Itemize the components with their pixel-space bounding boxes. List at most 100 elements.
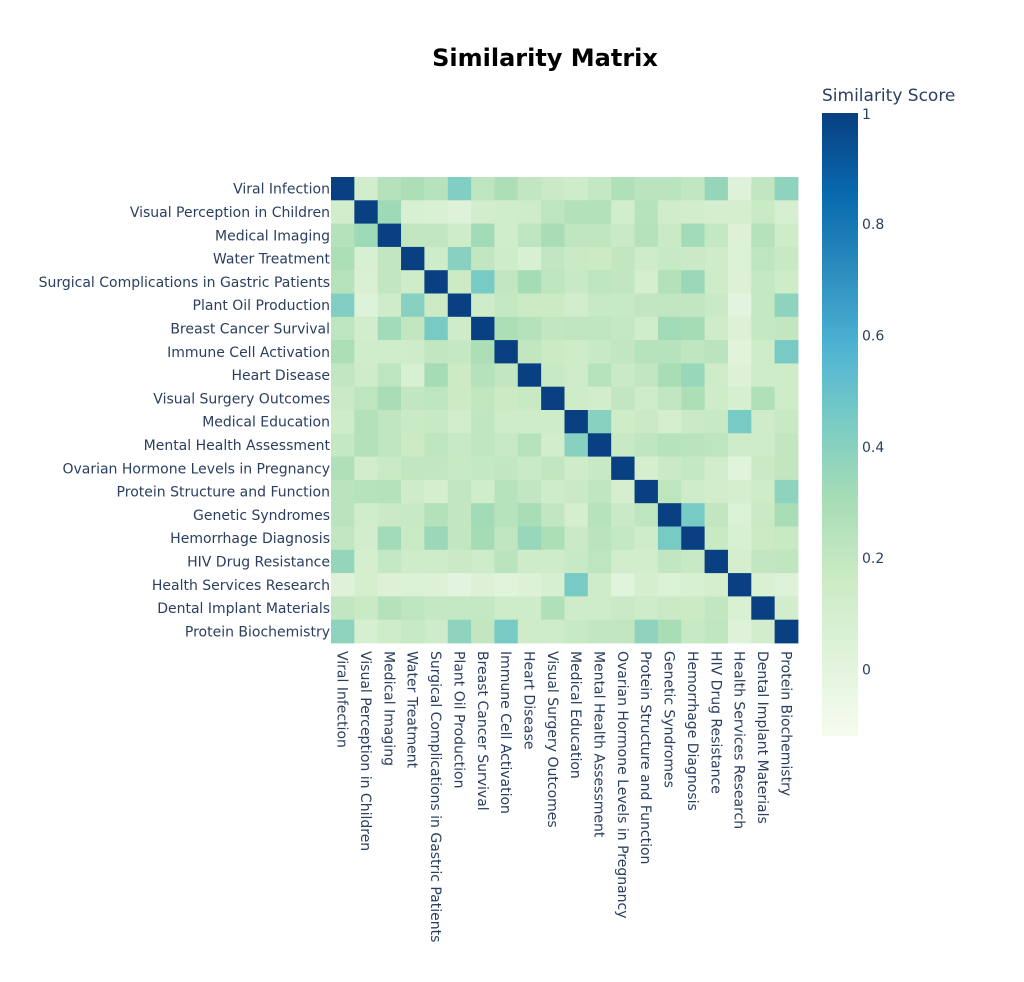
heatmap-cell-8-9 [541, 363, 565, 388]
heatmap-cell-11-6 [471, 433, 495, 457]
heatmap-cell-8-7 [494, 363, 519, 388]
heatmap-cell-8-2 [377, 363, 402, 388]
heatmap-cell-17-6 [471, 573, 495, 597]
heatmap-cell-11-0 [331, 433, 355, 457]
heatmap-cell-8-13 [634, 363, 659, 388]
heatmap-cell-3-11 [587, 246, 612, 271]
heatmap-cell-7-7 [494, 340, 519, 364]
heatmap-cell-6-18 [751, 316, 776, 341]
heatmap-cell-1-3 [401, 200, 425, 224]
heatmap-cell-18-2 [377, 596, 402, 621]
heatmap-cell-4-10 [564, 270, 589, 294]
heatmap-cell-0-8 [517, 177, 542, 201]
heatmap-cell-11-10 [564, 433, 589, 457]
x-tick-label-visual-surgery-outcomes: Visual Surgery Outcomes [544, 651, 560, 828]
heatmap-cell-6-8 [517, 316, 542, 341]
heatmap-cell-16-8 [517, 549, 542, 574]
heatmap-cell-8-8 [517, 363, 542, 388]
heatmap-cell-9-6 [471, 386, 495, 411]
heatmap-cell-13-14 [657, 479, 682, 504]
heatmap-cell-11-14 [657, 433, 682, 457]
heatmap-cell-18-5 [447, 596, 472, 621]
heatmap-cell-0-4 [424, 177, 449, 201]
colorbar-title: Similarity Score [822, 86, 955, 106]
heatmap-cell-9-14 [657, 386, 682, 411]
heatmap-cell-8-12 [611, 363, 635, 388]
heatmap-cell-9-16 [704, 386, 729, 411]
heatmap-cell-11-13 [634, 433, 659, 457]
heatmap-cell-9-0 [331, 386, 355, 411]
heatmap-cell-1-0 [331, 200, 355, 224]
heatmap-cell-7-8 [517, 340, 542, 364]
heatmap-cell-18-1 [354, 596, 379, 621]
heatmap-cell-16-9 [541, 549, 565, 574]
heatmap-cell-4-1 [354, 270, 379, 294]
heatmap-cell-4-13 [634, 270, 659, 294]
heatmap-cell-7-17 [727, 340, 752, 364]
heatmap-cell-13-0 [331, 479, 355, 504]
heatmap-cell-13-3 [401, 479, 425, 504]
heatmap-cell-0-5 [447, 177, 472, 201]
heatmap-cell-12-15 [681, 456, 705, 481]
heatmap-cell-16-1 [354, 549, 379, 574]
heatmap-cell-12-7 [494, 456, 519, 481]
heatmap-cell-15-3 [401, 526, 425, 551]
heatmap-cell-13-8 [517, 479, 542, 504]
heatmap-cell-10-19 [774, 410, 799, 434]
y-tick-label-visual-surgery-outcomes: Visual Surgery Outcomes [153, 391, 330, 407]
heatmap-cell-9-12 [611, 386, 635, 411]
heatmap-cell-15-10 [564, 526, 589, 551]
heatmap-cell-5-14 [657, 293, 682, 318]
heatmap-cell-15-15 [681, 526, 705, 551]
x-tick-label-visual-perception-in-children: Visual Perception in Children [357, 651, 373, 851]
heatmap-cell-8-14 [657, 363, 682, 388]
heatmap-cell-1-18 [751, 200, 776, 224]
heatmap-cell-14-12 [611, 503, 635, 527]
heatmap-cell-2-15 [681, 223, 705, 248]
heatmap-cell-3-19 [774, 246, 799, 271]
heatmap-cell-16-16 [704, 549, 729, 574]
heatmap-cell-18-13 [634, 596, 659, 621]
heatmap-cell-11-4 [424, 433, 449, 457]
heatmap-cell-15-11 [587, 526, 612, 551]
heatmap-cell-8-4 [424, 363, 449, 388]
heatmap-cell-0-14 [657, 177, 682, 201]
heatmap-cell-6-6 [471, 316, 495, 341]
chart-title: Similarity Matrix [432, 44, 658, 72]
heatmap-cell-19-5 [447, 619, 472, 644]
heatmap-cell-6-15 [681, 316, 705, 341]
heatmap-cell-13-2 [377, 479, 402, 504]
heatmap-cell-5-8 [517, 293, 542, 318]
heatmap-cell-1-8 [517, 200, 542, 224]
heatmap-cell-0-11 [587, 177, 612, 201]
colorbar-tick-1: 1 [862, 107, 871, 123]
heatmap-cell-2-11 [587, 223, 612, 248]
heatmap-cell-15-2 [377, 526, 402, 551]
heatmap-cell-4-12 [611, 270, 635, 294]
x-tick-label-mental-health-assessment: Mental Health Assessment [591, 651, 607, 838]
heatmap-cell-14-11 [587, 503, 612, 527]
heatmap-cell-16-19 [774, 549, 799, 574]
heatmap-cell-15-14 [657, 526, 682, 551]
heatmap-cell-13-1 [354, 479, 379, 504]
heatmap-cell-12-19 [774, 456, 799, 481]
heatmap-cell-8-19 [774, 363, 799, 388]
heatmap-cell-15-0 [331, 526, 355, 551]
heatmap-cell-3-18 [751, 246, 776, 271]
heatmap-cell-8-6 [471, 363, 495, 388]
x-tick-label-hiv-drug-resistance: HIV Drug Resistance [707, 651, 723, 794]
heatmap-cell-17-8 [517, 573, 542, 597]
heatmap-cell-11-3 [401, 433, 425, 457]
heatmap-cell-0-10 [564, 177, 589, 201]
x-tick-label-surgical-complications-in-gastric-patients: Surgical Complications in Gastric Patien… [427, 651, 443, 942]
heatmap-cell-3-16 [704, 246, 729, 271]
heatmap-cell-1-7 [494, 200, 519, 224]
heatmap-cell-12-17 [727, 456, 752, 481]
heatmap-cell-18-11 [587, 596, 612, 621]
heatmap-cell-19-15 [681, 619, 705, 644]
heatmap-cell-13-17 [727, 479, 752, 504]
heatmap-cell-16-11 [587, 549, 612, 574]
x-tick-label-plant-oil-production: Plant Oil Production [450, 651, 466, 788]
heatmap-cell-11-12 [611, 433, 635, 457]
heatmap-cell-19-3 [401, 619, 425, 644]
